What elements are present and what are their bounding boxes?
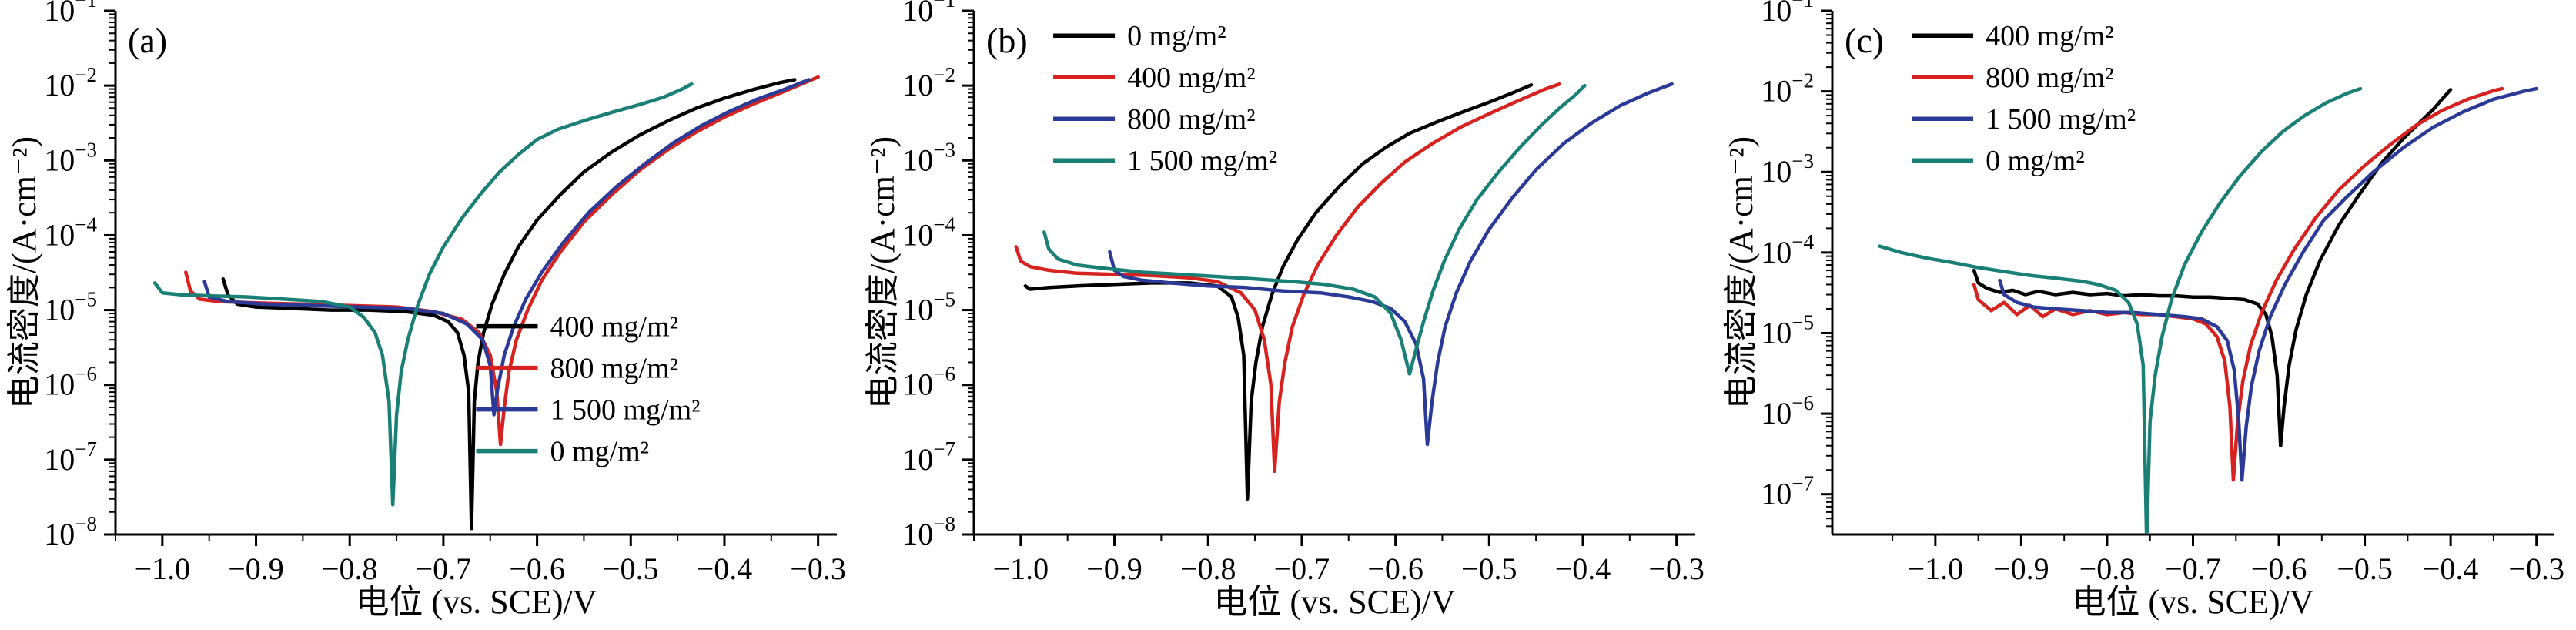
- y-tick-label: 10−8: [44, 512, 97, 551]
- y-tick-label: 10−3: [44, 138, 97, 177]
- x-tick-label: −0.5: [2337, 551, 2393, 586]
- legend-label-0-mg-m: 0 mg/m²: [1986, 145, 2085, 177]
- y-axis-title: 电流密度/(A·cm⁻²): [5, 136, 43, 409]
- y-tick-label: 10−5: [1761, 310, 1814, 350]
- x-tick-label: −0.9: [1086, 551, 1142, 586]
- x-tick-label: −0.3: [1648, 551, 1705, 586]
- curve-400-mg-m: [221, 78, 797, 531]
- x-tick-label: −0.8: [1180, 551, 1236, 586]
- y-tick-label: 10−4: [44, 213, 97, 252]
- x-tick-label: −0.7: [2165, 551, 2221, 586]
- legend-label-400-mg-m: 400 mg/m²: [550, 311, 679, 343]
- x-tick-label: −0.4: [2423, 551, 2479, 586]
- legend-label-800-mg-m: 800 mg/m²: [1986, 62, 2114, 94]
- curve-1-500-mg-m: [1998, 86, 2538, 482]
- x-tick-label: −1.0: [135, 551, 191, 586]
- y-axis-title: 电流密度/(A·cm⁻²): [864, 136, 902, 409]
- chart-panel-c: 10−1 10−2 10−3 10−4 10−5 10−6 10−7 −1.0 −0.9 −0.8…: [1717, 0, 2575, 630]
- y-tick-label: 10−1: [902, 0, 955, 28]
- chart-panel-a: 10−1 10−2 10−3 10−4 10−5 10−6 10−7 10−8 −1.0 −0.9…: [0, 0, 858, 630]
- curve-0-mg-m: [1878, 86, 2363, 534]
- y-tick-label: 10−5: [902, 288, 955, 327]
- curve-800-mg-m: [184, 75, 820, 447]
- y-tick-label: 10−3: [1761, 149, 1814, 189]
- y-tick-label: 10−4: [902, 213, 955, 252]
- y-tick-label: 10−2: [902, 63, 955, 102]
- y-tick-label: 10−6: [44, 363, 97, 402]
- y-tick-label: 10−8: [902, 512, 955, 551]
- legend-label-400-mg-m: 400 mg/m²: [1986, 20, 2114, 52]
- y-tick-label: 10−6: [1761, 391, 1814, 431]
- curve-0-mg-m: [1023, 83, 1534, 501]
- curve-400-mg-m: [1972, 88, 2453, 447]
- y-tick-label: 10−7: [902, 437, 955, 477]
- legend-label-800-mg-m: 800 mg/m²: [1127, 103, 1256, 136]
- x-tick-label: −1.0: [993, 551, 1049, 586]
- y-tick-label: 10−3: [902, 138, 955, 177]
- x-tick-label: −0.8: [2079, 551, 2136, 586]
- x-tick-label: −0.4: [697, 551, 753, 586]
- x-tick-label: −0.7: [416, 551, 472, 586]
- x-tick-label: −0.5: [1461, 551, 1517, 586]
- chart-b-svg: 10−1 10−2 10−3 10−4 10−5 10−6 10−7 10−8 −1.0 −0.9…: [864, 0, 1705, 621]
- x-tick-label: −0.5: [603, 551, 659, 586]
- curve-800-mg-m: [1108, 82, 1674, 447]
- x-tick-label: −0.6: [509, 551, 565, 586]
- y-tick-label: 10−7: [44, 437, 97, 477]
- legend-label-1-500-mg-m: 1 500 mg/m²: [550, 394, 701, 427]
- panel-label: (a): [128, 21, 167, 60]
- curve-400-mg-m: [1014, 82, 1561, 474]
- curve-1-500-mg-m: [1042, 83, 1587, 376]
- y-tick-label: 10−5: [44, 288, 97, 327]
- legend-label-400-mg-m: 400 mg/m²: [1127, 62, 1256, 94]
- y-tick-label: 10−2: [44, 63, 97, 102]
- y-tick-label: 10−6: [902, 363, 955, 402]
- curve-1-500-mg-m: [202, 78, 811, 417]
- curve-0-mg-m: [152, 82, 694, 507]
- x-tick-label: −0.9: [1993, 551, 2049, 586]
- x-tick-label: −0.3: [790, 551, 846, 586]
- panel-label: (c): [1845, 21, 1884, 60]
- x-tick-label: −0.3: [2508, 551, 2564, 586]
- legend-label-0-mg-m: 0 mg/m²: [1127, 20, 1226, 52]
- x-axis-title: 电位 (vs. SCE)/V: [1213, 583, 1455, 621]
- legend-label-1-500-mg-m: 1 500 mg/m²: [1127, 145, 1277, 177]
- x-axis-title: 电位 (vs. SCE)/V: [2072, 583, 2313, 621]
- y-tick-label: 10−4: [1761, 230, 1814, 270]
- x-tick-label: −0.6: [2251, 551, 2307, 586]
- chart-a-svg: 10−1 10−2 10−3 10−4 10−5 10−6 10−7 10−8 −1.0 −0.9…: [5, 0, 846, 621]
- x-tick-label: −0.4: [1555, 551, 1611, 586]
- y-tick-label: 10−7: [1761, 472, 1814, 511]
- curve-800-mg-m: [1972, 86, 2504, 482]
- y-axis-title: 电流密度/(A·cm⁻²): [1722, 136, 1760, 409]
- chart-panel-b: 10−1 10−2 10−3 10−4 10−5 10−6 10−7 10−8 −1.0 −0.9…: [858, 0, 1717, 630]
- x-tick-label: −0.7: [1274, 551, 1330, 586]
- legend-label-800-mg-m: 800 mg/m²: [550, 353, 679, 385]
- chart-c-svg: 10−1 10−2 10−3 10−4 10−5 10−6 10−7 −1.0 −0.9 −0.8…: [1722, 0, 2564, 621]
- x-axis-title: 电位 (vs. SCE)/V: [355, 583, 597, 621]
- y-tick-label: 10−1: [44, 0, 97, 28]
- panel-label: (b): [986, 21, 1028, 60]
- x-tick-label: −0.8: [322, 551, 378, 586]
- legend-label-0-mg-m: 0 mg/m²: [550, 436, 650, 468]
- legend-label-1-500-mg-m: 1 500 mg/m²: [1986, 103, 2136, 136]
- x-tick-label: −0.9: [228, 551, 284, 586]
- y-tick-label: 10−2: [1761, 69, 1814, 109]
- x-tick-label: −1.0: [1908, 551, 1964, 586]
- x-tick-label: −0.6: [1367, 551, 1423, 586]
- y-tick-label: 10−1: [1761, 0, 1814, 28]
